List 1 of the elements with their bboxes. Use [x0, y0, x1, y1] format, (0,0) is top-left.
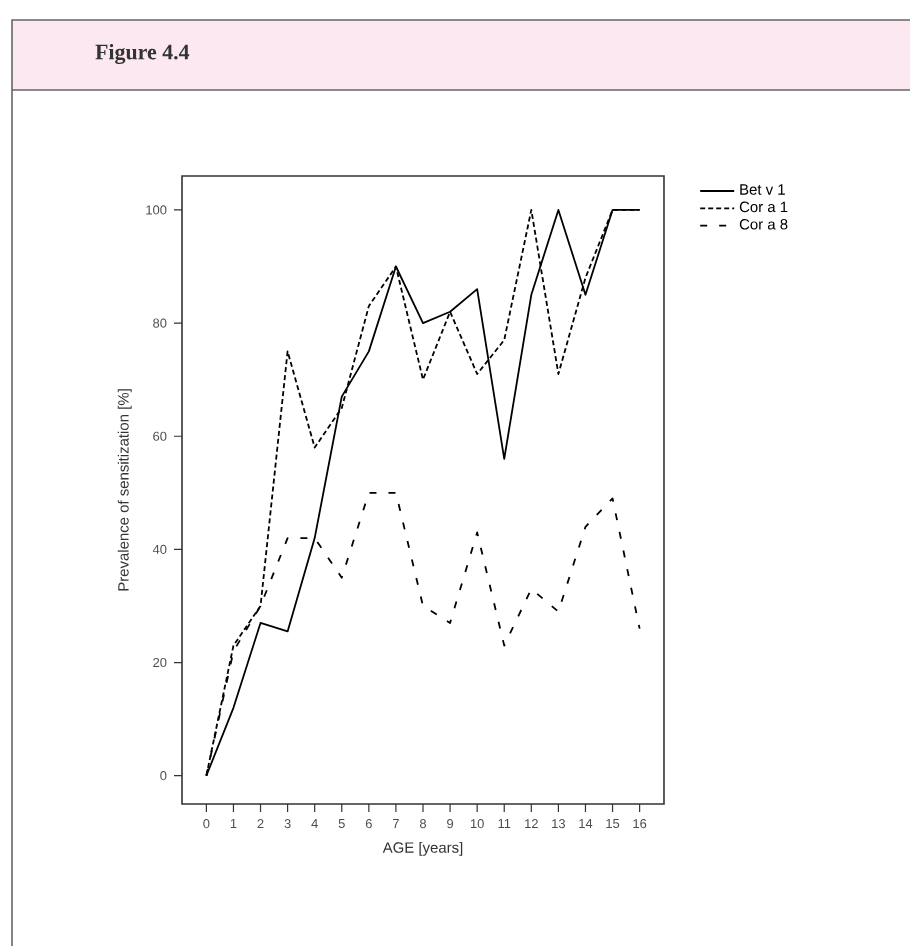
- chart-title: Figure 4.4: [95, 43, 190, 65]
